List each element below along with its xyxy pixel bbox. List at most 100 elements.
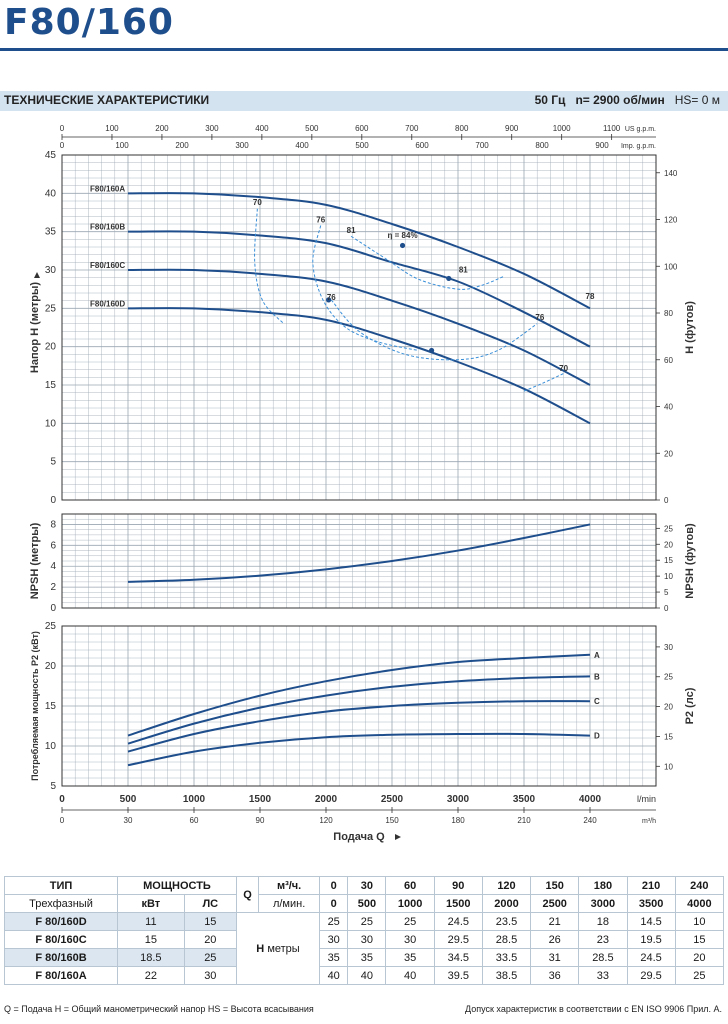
spec-speed: n= 2900 об/мин: [575, 93, 665, 107]
lmin-value: 3500: [626, 894, 676, 913]
imp-tick-label: 100: [115, 141, 129, 150]
m3h-tick-label: 60: [190, 816, 199, 825]
header-h: H метры: [235, 912, 321, 985]
head-value: 25: [385, 912, 435, 931]
lmin-value: 4000: [674, 894, 725, 913]
y-tick-label: 15: [45, 701, 57, 712]
us-tick-label: 100: [105, 124, 119, 133]
head-value: 38.5: [481, 966, 532, 985]
right-tick-label: 20: [664, 540, 673, 549]
us-tick-label: 300: [205, 124, 219, 133]
head-value: 10: [674, 912, 725, 931]
head-value: 18: [578, 912, 628, 931]
head-value: 24.5: [433, 912, 483, 931]
head-curve-label: F80/160B: [90, 223, 125, 232]
head-curve-f80/160a: [127, 192, 591, 310]
y-tick-label: 40: [45, 188, 57, 199]
right-tick-label: 140: [664, 169, 678, 178]
us-tick-label: 700: [405, 124, 419, 133]
spec-bar: ТЕХНИЧЕСКИЕ ХАРАКТЕРИСТИКИ 50 Гц n= 2900 …: [0, 91, 728, 111]
y-tick-label: 10: [45, 741, 57, 752]
header-power: МОЩНОСТЬ: [117, 876, 237, 895]
right-tick-label: 10: [664, 762, 673, 771]
right-tick-label: 15: [664, 556, 673, 565]
y-tick-label: 15: [45, 380, 57, 391]
head-value: 33.5: [481, 948, 532, 967]
head-curve-f80/160c: [127, 268, 591, 386]
x-axis-arrow-icon: [395, 834, 401, 840]
m3h-value: 30: [347, 876, 387, 895]
imp-tick-label: 700: [475, 141, 489, 150]
m3h-value: 90: [433, 876, 483, 895]
spec-conditions: 50 Гц n= 2900 об/мин HS= 0 м: [525, 93, 720, 107]
y-axis-title-right: NPSH (футов): [684, 523, 696, 599]
npsh-curve: [127, 523, 591, 583]
y-tick-label: 20: [45, 342, 57, 353]
right-tick-label: 0: [664, 604, 669, 613]
head-value: 23: [578, 930, 628, 949]
lmin-tick-label: 3000: [447, 794, 470, 805]
lmin-tick-label: 2000: [315, 794, 338, 805]
m3h-tick-label: 180: [451, 816, 465, 825]
head-value: 25: [347, 912, 387, 931]
right-tick-label: 30: [664, 643, 673, 652]
power-curve-b: [127, 675, 591, 745]
panel-frame: [61, 154, 657, 501]
spec-title: ТЕХНИЧЕСКИЕ ХАРАКТЕРИСТИКИ: [4, 93, 210, 107]
efficiency-line: [523, 373, 564, 392]
y-tick-label: 30: [45, 265, 57, 276]
efficiency-label: 70: [253, 198, 262, 207]
y-tick-label: 35: [45, 227, 57, 238]
y-tick-label: 4: [50, 561, 56, 572]
us-tick-label: 800: [455, 124, 469, 133]
table-header-row: Трехфазный кВт ЛС л/мин. 0 500 1000 1500 2000 250…: [4, 894, 725, 913]
us-unit: US g.p.m.: [625, 126, 656, 133]
head-value: 24.5: [626, 948, 676, 967]
lmin-tick-label: 4000: [579, 794, 602, 805]
efficiency-label: 81: [459, 265, 468, 274]
us-tick-label: 1000: [553, 124, 571, 133]
y-axis-title-right: P2 (лс): [684, 687, 696, 724]
lmin-unit: l/min: [637, 794, 656, 804]
pump-curve-chart: 051015202530354045020406080100120140Напо…: [29, 124, 696, 843]
lmin-tick-label: 1500: [249, 794, 272, 805]
panel-frame: [61, 513, 657, 609]
imp-tick-label: 200: [175, 141, 189, 150]
head-curve-label: F80/160C: [90, 261, 125, 270]
table-row: F 80/160B 18.5 25 35 35 35 34.5 33.5 31 28.5 24.5 2…: [4, 948, 725, 967]
row-type: F 80/160C: [4, 930, 118, 949]
y-tick-label: 25: [45, 621, 57, 632]
us-tick-label: 400: [255, 124, 269, 133]
head-value: 31: [530, 948, 580, 967]
lmin-tick-label: 0: [59, 794, 65, 805]
row-type: F 80/160B: [4, 948, 118, 967]
lmin-value: 2000: [481, 894, 532, 913]
lmin-value: 500: [347, 894, 387, 913]
y-tick-label: 45: [45, 150, 57, 161]
spec-hs: HS= 0 м: [674, 93, 720, 107]
y-tick-label: 0: [50, 603, 56, 614]
row-hp: 25: [183, 948, 237, 967]
efficiency-label: 81: [347, 226, 356, 235]
head-value: 34.5: [433, 948, 483, 967]
row-type: F 80/160D: [4, 912, 118, 931]
head-value: 29.5: [433, 930, 483, 949]
header-phase: Трехфазный: [4, 894, 118, 913]
power-curve-label: D: [594, 732, 600, 741]
y-tick-label: 5: [50, 781, 56, 792]
row-kw: 18.5: [117, 948, 185, 967]
efficiency-label: 76: [316, 215, 325, 224]
head-value: 28.5: [481, 930, 532, 949]
y-tick-label: 5: [50, 457, 56, 468]
head-value: 25: [319, 912, 349, 931]
right-tick-label: 10: [664, 572, 673, 581]
lmin-value: 1000: [385, 894, 435, 913]
y-tick-label: 10: [45, 418, 57, 429]
us-tick-label: 900: [505, 124, 519, 133]
efficiency-label: 70: [559, 364, 568, 373]
us-tick-label: 1100: [603, 124, 621, 133]
power-curve-label: B: [594, 672, 600, 681]
y-axis-title-right: H (футов): [684, 301, 696, 354]
title-rule: [0, 48, 728, 51]
